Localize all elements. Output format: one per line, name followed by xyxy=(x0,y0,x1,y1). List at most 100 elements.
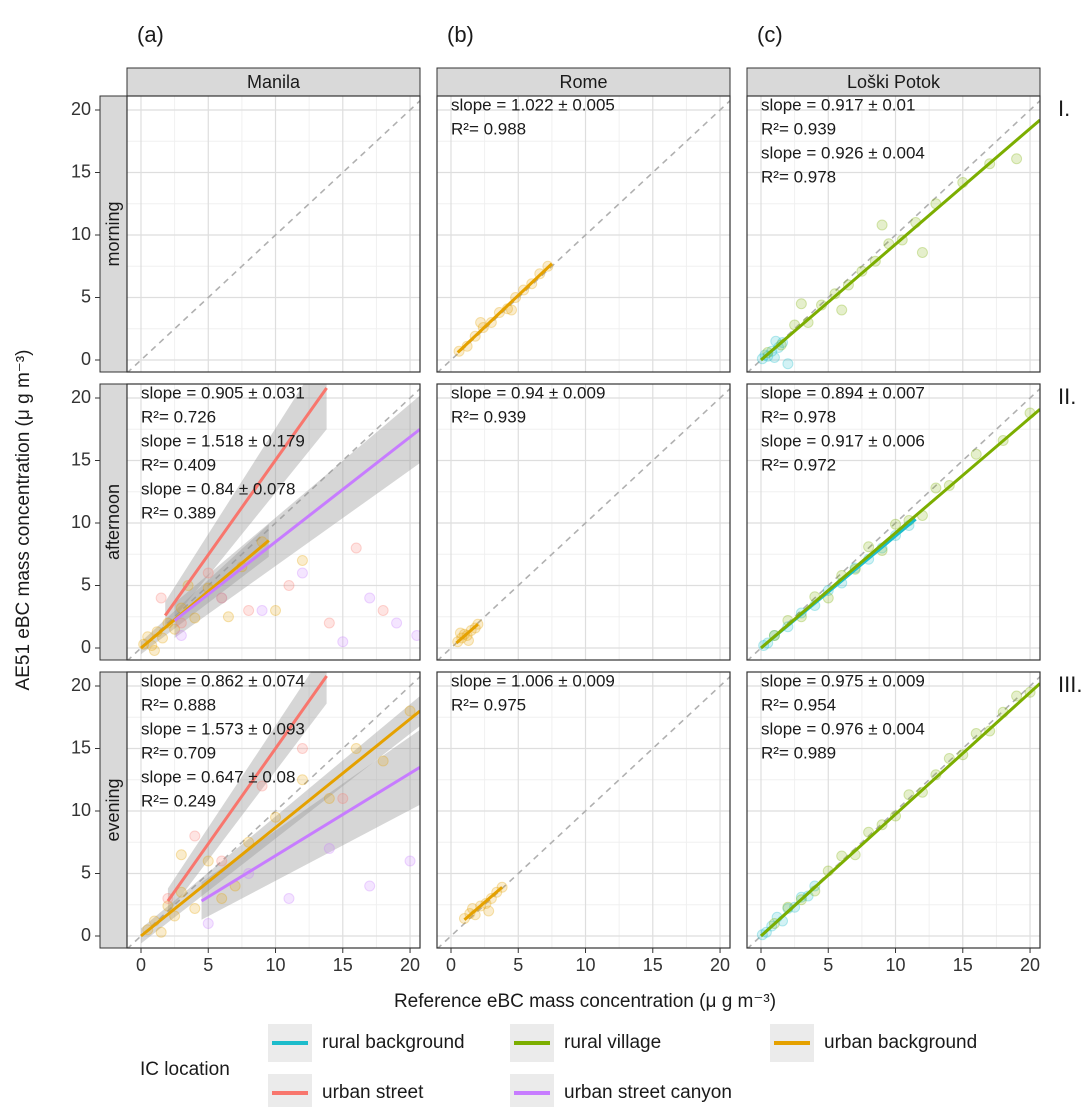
point xyxy=(296,774,308,786)
r2-label: R²= 0.709 xyxy=(141,743,216,762)
point xyxy=(323,843,335,854)
point xyxy=(475,317,487,328)
x-tick-label: 10 xyxy=(886,955,906,975)
x-tick-label: 5 xyxy=(823,955,833,975)
panel xyxy=(127,672,420,948)
r2-label: R²= 0.939 xyxy=(761,119,836,138)
r2-label: R²= 0.978 xyxy=(761,167,836,186)
legend-label: rural background xyxy=(322,1032,465,1053)
panel-border xyxy=(126,95,421,373)
point xyxy=(296,567,308,579)
point xyxy=(189,612,201,624)
column-label: Loški Potok xyxy=(847,72,941,92)
point xyxy=(222,611,234,623)
point xyxy=(337,793,349,804)
panel-border xyxy=(746,383,1041,661)
confidence-band xyxy=(174,395,420,638)
row-label: afternoon xyxy=(103,484,123,560)
point xyxy=(296,743,308,754)
slope-label: slope = 1.022 ± 0.005 xyxy=(451,95,615,114)
slope-label: slope = 0.905 ± 0.031 xyxy=(141,383,305,402)
panel-background xyxy=(437,384,730,660)
point xyxy=(155,926,167,938)
fit-line xyxy=(140,539,270,650)
r2-label: R²= 0.888 xyxy=(141,695,216,714)
panel-border xyxy=(746,95,1041,373)
panel-background xyxy=(747,384,1040,660)
x-tick-label: 5 xyxy=(513,955,523,975)
point xyxy=(943,753,955,764)
x-axis-title: Reference eBC mass concentration (μ g m⁻… xyxy=(394,991,776,1012)
row-strip xyxy=(99,383,128,661)
point xyxy=(270,811,282,823)
legend-key xyxy=(268,1074,312,1107)
point xyxy=(461,340,473,352)
point xyxy=(350,743,362,754)
column-strip xyxy=(436,67,731,97)
slope-label: slope = 1.518 ± 0.179 xyxy=(141,431,305,450)
fit-line xyxy=(200,765,420,903)
row-strip xyxy=(99,671,128,949)
panel xyxy=(747,672,1040,948)
point xyxy=(202,918,214,929)
r2-label: R²= 0.988 xyxy=(451,119,526,138)
y-tick-label: 20 xyxy=(71,675,91,695)
identity-line xyxy=(127,388,420,660)
point xyxy=(377,605,389,616)
point xyxy=(216,592,228,604)
point xyxy=(506,304,518,316)
fit-line xyxy=(760,408,1040,650)
panel xyxy=(747,96,1040,372)
x-tick-label: 0 xyxy=(446,955,456,975)
panel xyxy=(437,96,730,372)
point xyxy=(175,630,187,641)
fit-line xyxy=(759,682,1040,938)
panel-border xyxy=(436,671,731,949)
legend-label: urban street xyxy=(322,1082,424,1103)
legend-label: rural village xyxy=(564,1032,661,1053)
slope-label: slope = 1.006 ± 0.009 xyxy=(451,671,615,690)
panel-border xyxy=(436,95,731,373)
y-tick-label: 10 xyxy=(71,512,91,532)
point xyxy=(323,793,335,804)
point xyxy=(243,605,255,616)
slope-label: slope = 0.926 ± 0.004 xyxy=(761,143,925,162)
panel-background xyxy=(127,672,420,948)
panel-border xyxy=(126,383,421,661)
point xyxy=(404,855,416,867)
x-tick-label: 5 xyxy=(203,955,213,975)
column-strip xyxy=(126,67,421,97)
y-tick-label: 10 xyxy=(71,224,91,244)
point xyxy=(970,448,982,460)
y-tick-label: 15 xyxy=(71,449,91,469)
y-tick-label: 5 xyxy=(81,574,91,594)
point xyxy=(462,635,474,646)
r2-label: R²= 0.972 xyxy=(761,455,836,474)
identity-line xyxy=(127,676,420,948)
y-axis-title: AE51 eBC mass concentration (μ g m⁻³) xyxy=(13,350,34,691)
x-tick-label: 20 xyxy=(710,955,730,975)
panel-border xyxy=(436,383,731,661)
fit-line xyxy=(140,709,420,938)
point xyxy=(970,728,982,739)
point xyxy=(1011,153,1023,165)
fit-line xyxy=(166,675,328,902)
point xyxy=(270,605,282,616)
point xyxy=(157,632,169,644)
column-tag: (c) xyxy=(757,22,783,47)
point xyxy=(391,617,403,629)
fit-line xyxy=(463,886,504,921)
panel-background xyxy=(127,384,420,660)
r2-label: R²= 0.409 xyxy=(141,455,216,474)
identity-line xyxy=(437,388,730,660)
point xyxy=(337,636,349,648)
point xyxy=(916,786,928,798)
slope-label: slope = 0.894 ± 0.007 xyxy=(761,383,925,402)
point xyxy=(350,542,362,554)
y-tick-label: 15 xyxy=(71,737,91,757)
point xyxy=(863,541,875,553)
point xyxy=(876,219,888,231)
point xyxy=(1011,690,1023,702)
legend-title: IC location xyxy=(140,1059,230,1080)
x-tick-label: 15 xyxy=(643,955,663,975)
